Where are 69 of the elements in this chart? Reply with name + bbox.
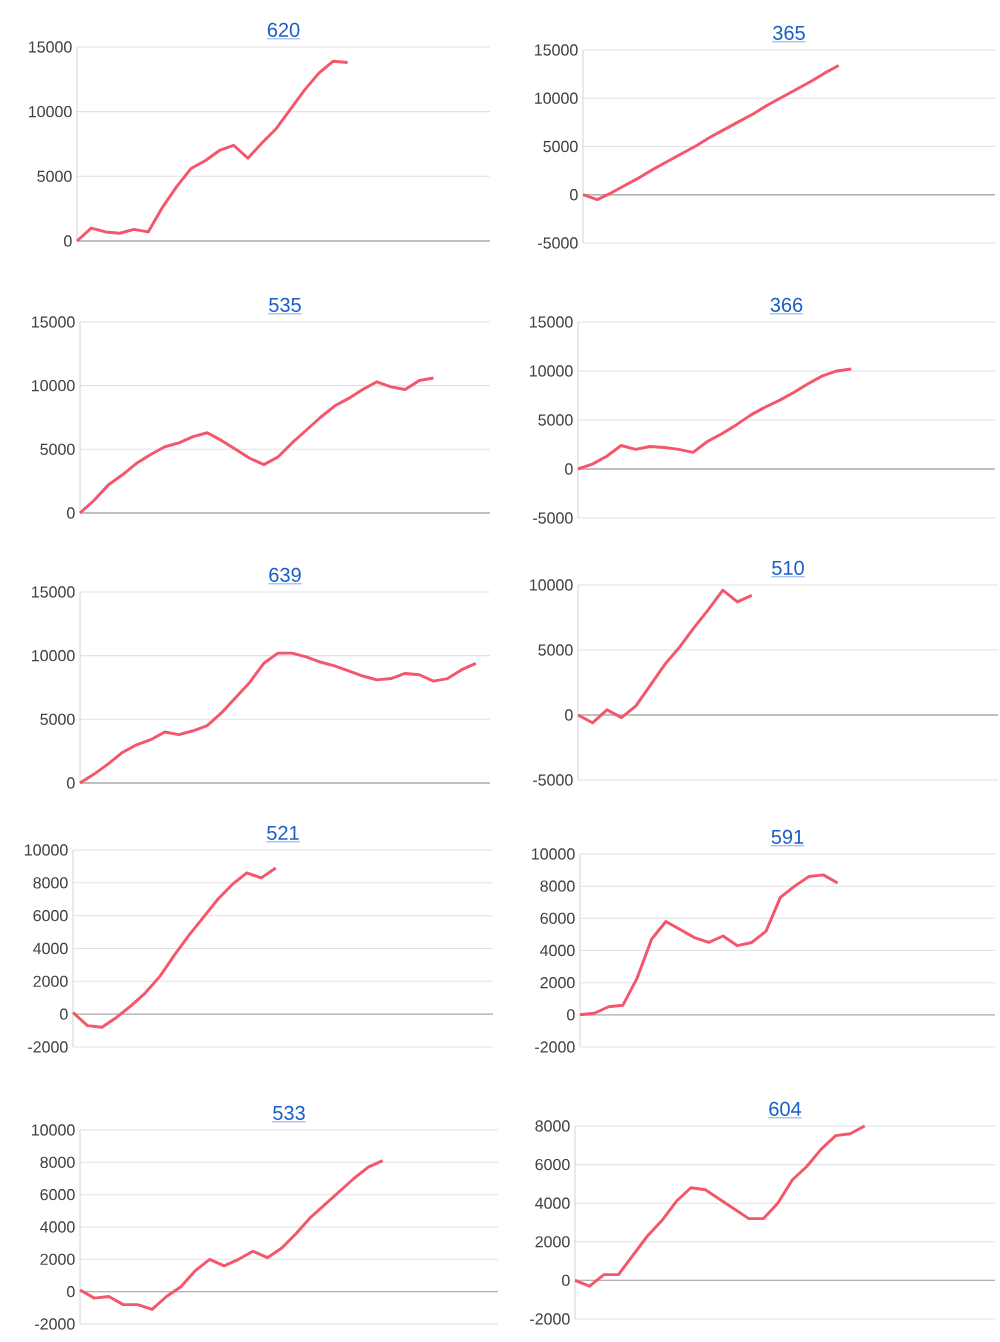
y-tick-label: 10000 bbox=[32, 650, 75, 662]
chart-title: 591 bbox=[771, 829, 804, 844]
chart-title: 365 bbox=[773, 25, 805, 40]
chart-title: 521 bbox=[267, 825, 299, 840]
y-tick-label: -2000 bbox=[530, 1313, 570, 1325]
line-series bbox=[578, 873, 840, 1017]
y-tick-label: 0 bbox=[60, 1008, 68, 1020]
y-tick-label: 5000 bbox=[543, 140, 578, 153]
line-series bbox=[78, 651, 478, 785]
chart-title: 639 bbox=[269, 567, 301, 582]
chart-title: 510 bbox=[772, 560, 804, 575]
y-tick-label: 0 bbox=[67, 777, 75, 789]
y-tick-label: 2000 bbox=[33, 975, 68, 987]
y-tick-label: 0 bbox=[565, 463, 573, 475]
y-tick-label: 10000 bbox=[29, 105, 72, 118]
line-series bbox=[78, 376, 435, 515]
y-tick-label: 4000 bbox=[540, 944, 575, 957]
y-tick-label: 8000 bbox=[40, 1156, 75, 1168]
y-tick-label: 0 bbox=[64, 235, 72, 247]
chart-title: 366 bbox=[770, 297, 803, 312]
y-tick-label: 10000 bbox=[530, 365, 573, 377]
y-tick-label: -5000 bbox=[533, 774, 573, 786]
y-tick-label: 6000 bbox=[33, 910, 68, 922]
chart-title: 620 bbox=[267, 22, 300, 37]
y-tick-label: -2000 bbox=[28, 1041, 68, 1053]
y-tick-label: -5000 bbox=[533, 512, 573, 524]
y-tick-label: 4000 bbox=[535, 1197, 570, 1209]
y-tick-label: 5000 bbox=[37, 170, 72, 182]
y-tick-label: 8000 bbox=[540, 880, 575, 892]
y-tick-label: -2000 bbox=[35, 1318, 75, 1330]
y-tick-label: 5000 bbox=[40, 443, 75, 455]
y-tick-label: 15000 bbox=[535, 44, 578, 56]
line-series bbox=[71, 866, 278, 1029]
y-tick-label: 6000 bbox=[40, 1189, 75, 1201]
line-series bbox=[576, 367, 853, 471]
y-tick-label: 10000 bbox=[32, 380, 75, 392]
y-tick-label: 0 bbox=[565, 709, 573, 721]
chart-title: 533 bbox=[273, 1105, 305, 1120]
y-tick-label: 2000 bbox=[40, 1253, 75, 1265]
y-tick-label: 5000 bbox=[538, 644, 573, 656]
y-tick-label: 6000 bbox=[535, 1158, 570, 1171]
y-tick-label: 5000 bbox=[538, 414, 573, 426]
y-tick-label: 4000 bbox=[40, 1221, 75, 1233]
y-tick-label: 0 bbox=[570, 189, 578, 201]
y-tick-label: 2000 bbox=[535, 1236, 570, 1248]
y-tick-label: -5000 bbox=[538, 237, 578, 249]
y-tick-label: 10000 bbox=[535, 92, 578, 104]
y-tick-label: 10000 bbox=[532, 848, 575, 860]
y-tick-label: -2000 bbox=[535, 1041, 575, 1053]
y-tick-label: 0 bbox=[67, 1286, 75, 1298]
y-tick-label: 0 bbox=[567, 1009, 575, 1021]
y-tick-label: 6000 bbox=[540, 912, 575, 924]
line-series bbox=[576, 588, 754, 725]
y-tick-label: 2000 bbox=[540, 977, 575, 989]
y-tick-label: 8000 bbox=[535, 1120, 570, 1132]
y-tick-label: 10000 bbox=[32, 1124, 75, 1136]
y-tick-label: 15000 bbox=[530, 316, 573, 328]
y-tick-label: 4000 bbox=[33, 942, 68, 955]
y-tick-label: 15000 bbox=[29, 41, 72, 53]
y-tick-label: 5000 bbox=[40, 713, 75, 725]
y-tick-label: 10000 bbox=[530, 579, 573, 591]
y-tick-label: 0 bbox=[67, 507, 75, 519]
chart-title: 604 bbox=[769, 1101, 802, 1116]
y-tick-label: 10000 bbox=[25, 844, 68, 856]
chart-title: 535 bbox=[269, 297, 301, 312]
y-tick-label: 0 bbox=[562, 1274, 570, 1287]
y-tick-label: 8000 bbox=[33, 877, 68, 889]
y-tick-label: 15000 bbox=[32, 316, 75, 328]
y-tick-label: 15000 bbox=[32, 586, 75, 598]
